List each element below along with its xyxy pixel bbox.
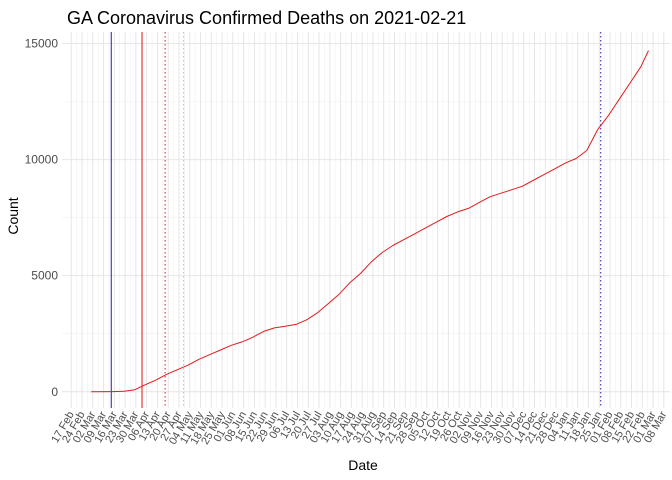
y-axis-ticks: 0 5000 10000 15000 <box>25 37 59 399</box>
y-axis-label: Count <box>5 197 21 234</box>
y-tick-label: 0 <box>51 385 58 399</box>
y-tick-label: 5000 <box>31 269 58 283</box>
reference-lines <box>110 32 602 408</box>
chart-title: GA Coronavirus Confirmed Deaths on 2021-… <box>67 8 466 28</box>
series-line-1 <box>91 50 649 393</box>
series-layer <box>91 50 649 393</box>
y-tick-label: 15000 <box>25 37 59 51</box>
x-axis-label: Date <box>348 457 378 473</box>
grid <box>62 32 670 408</box>
y-tick-label: 10000 <box>25 153 59 167</box>
